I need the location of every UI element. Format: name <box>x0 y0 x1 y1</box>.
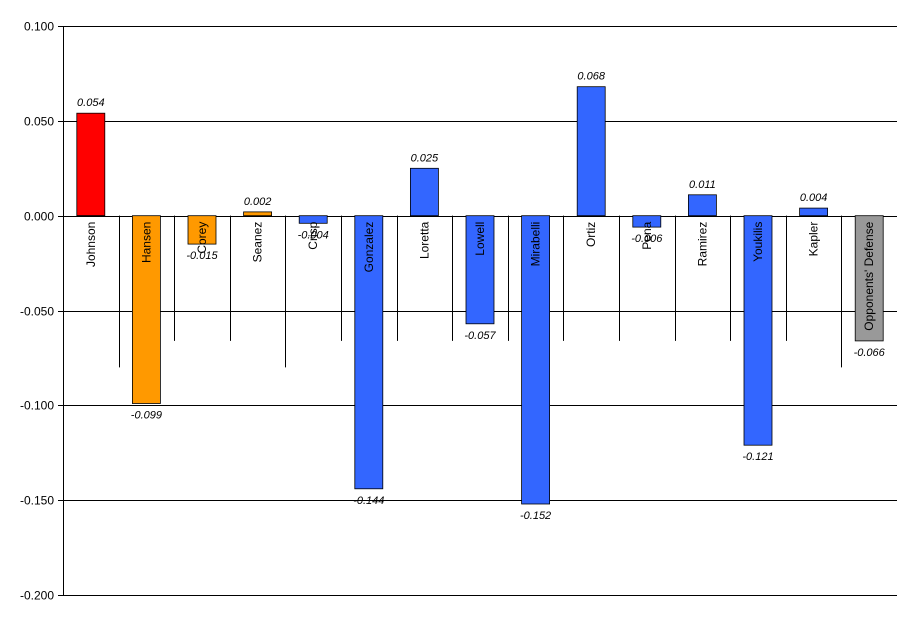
data-label: -0.066 <box>854 347 886 359</box>
bar <box>409 167 439 217</box>
data-label: -0.004 <box>298 229 329 241</box>
category-label: Corey <box>195 222 209 254</box>
bars <box>76 86 884 505</box>
category-separators <box>119 215 842 368</box>
category-labels: Johnson Hansen Corey Seanez Crisp Gonzalez Lor… <box>84 221 876 330</box>
y-axis <box>58 26 64 596</box>
data-label: 0.011 <box>689 179 716 191</box>
bar <box>799 207 828 217</box>
category-label: Kapler <box>807 222 821 257</box>
category-label: Opponents' Defense <box>862 221 876 330</box>
bar <box>354 215 384 490</box>
category-label: Crisp <box>306 221 320 249</box>
bar <box>688 194 717 217</box>
bar <box>576 86 606 217</box>
bar <box>131 215 161 404</box>
bar <box>243 211 273 217</box>
y-tick-label: 0.000 <box>24 210 54 224</box>
y-tick-label: 0.050 <box>24 115 54 129</box>
category-label: Gonzalez <box>362 222 376 273</box>
category-label: Ortiz <box>584 222 598 247</box>
data-label: 0.004 <box>800 192 828 204</box>
bar <box>743 215 773 446</box>
data-label: -0.099 <box>131 409 162 421</box>
y-tick-label: -0.050 <box>20 305 54 319</box>
data-label: 0.054 <box>77 97 105 109</box>
category-label: Loretta <box>417 221 431 259</box>
y-tick-label: -0.150 <box>20 494 54 508</box>
data-label: -0.152 <box>520 510 551 522</box>
data-label: -0.015 <box>186 250 218 262</box>
y-tick-labels: 0.100 0.050 0.000 -0.050 -0.100 -0.150 -0.200 <box>20 20 54 603</box>
category-label: Seanez <box>251 222 265 263</box>
y-tick-label: -0.200 <box>20 589 54 603</box>
bar <box>187 215 217 245</box>
category-label: Johnson <box>84 222 98 267</box>
data-labels: 0.054 -0.099 -0.015 0.002 -0.004 -0.144 0.025 -… <box>77 71 886 522</box>
category-label: Hansen <box>139 222 153 263</box>
data-label: 0.025 <box>411 152 439 164</box>
bar <box>854 215 884 342</box>
bar <box>465 215 495 325</box>
data-label: 0.002 <box>244 196 272 208</box>
data-label: -0.121 <box>742 451 773 463</box>
y-tick-label: 0.100 <box>24 20 54 34</box>
data-label: -0.057 <box>464 330 496 342</box>
category-label: Mirabelli <box>529 222 543 267</box>
category-label: Youkilis <box>751 222 765 262</box>
bar <box>298 215 328 224</box>
category-label: Pena <box>640 221 654 249</box>
data-label: -0.006 <box>631 233 663 245</box>
data-label: 0.068 <box>577 71 605 83</box>
bar <box>632 215 662 228</box>
category-label: Lowell <box>473 222 487 256</box>
bar <box>521 215 550 505</box>
category-label: Ramirez <box>695 222 709 267</box>
bar <box>76 112 106 216</box>
data-label: -0.144 <box>353 495 384 507</box>
y-tick-label: -0.100 <box>20 399 54 413</box>
